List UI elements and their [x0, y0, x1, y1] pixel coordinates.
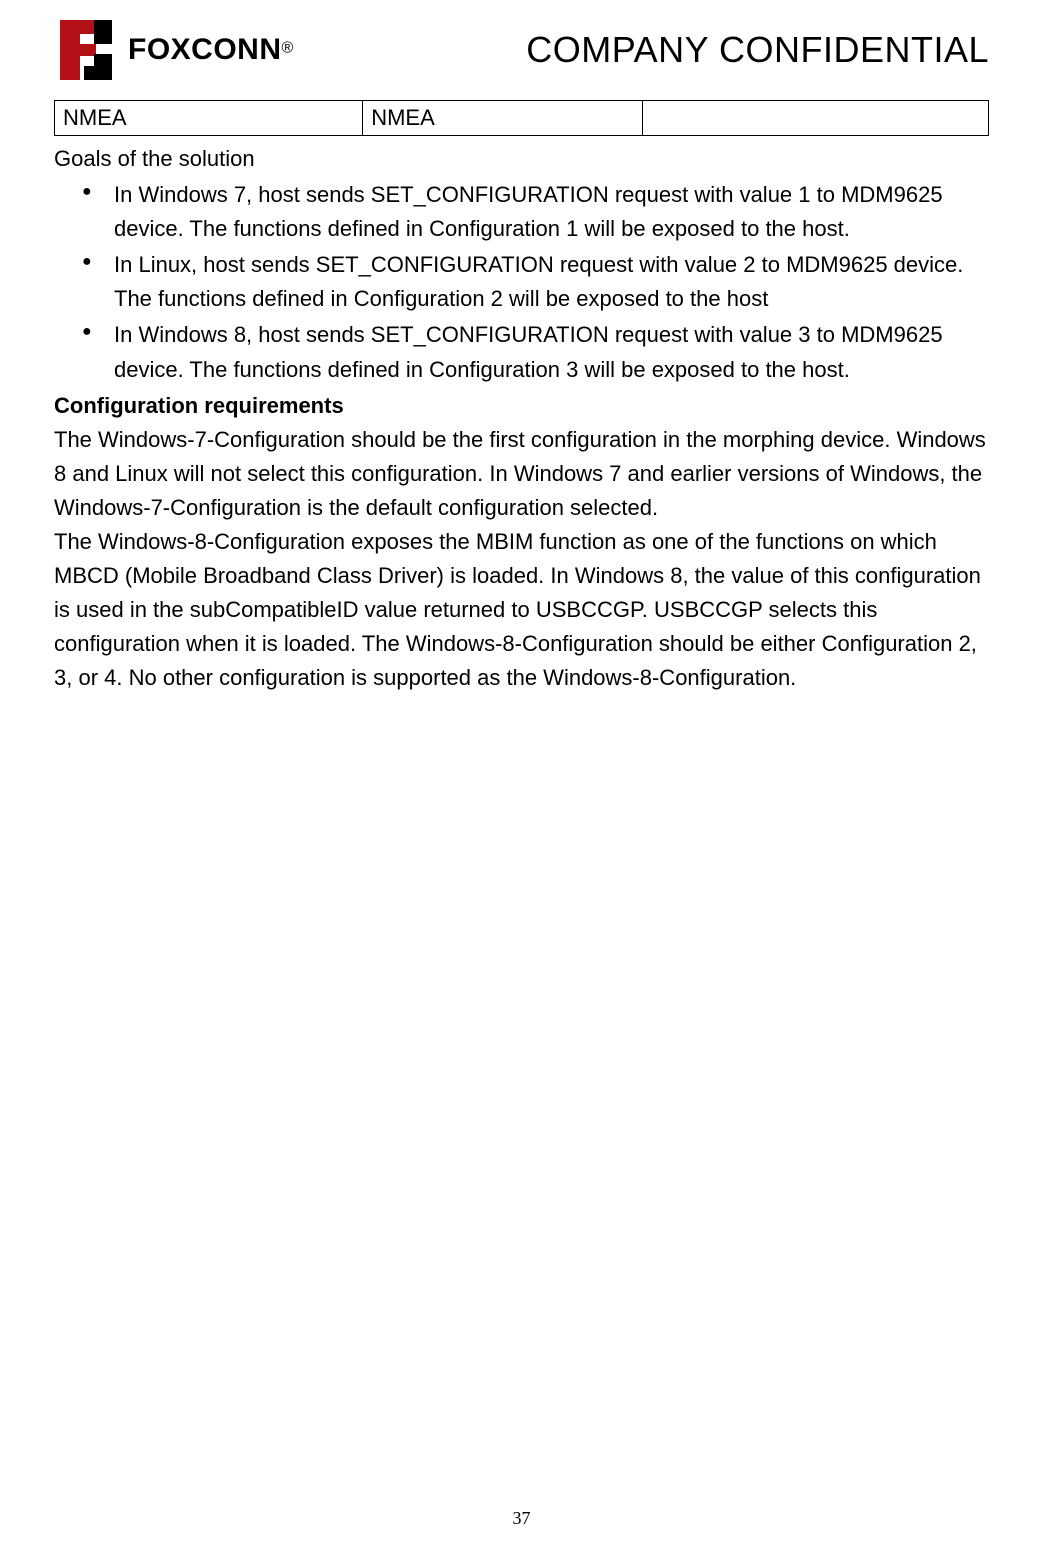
table-cell: NMEA [363, 101, 643, 136]
document-body: Goals of the solution In Windows 7, host… [54, 142, 989, 696]
goals-heading: Goals of the solution [54, 142, 989, 176]
brand-logo: FOXCONN® [54, 18, 293, 82]
config-requirements-heading: Configuration requirements [54, 389, 989, 423]
registered-icon: ® [282, 40, 294, 57]
table-cell: NMEA [55, 101, 363, 136]
confidential-label: COMPANY CONFIDENTIAL [526, 29, 989, 71]
foxconn-logo-icon [54, 18, 118, 82]
paragraph: The Windows-8-Configuration exposes the … [54, 525, 989, 695]
list-item: In Linux, host sends SET_CONFIGURATION r… [82, 248, 989, 316]
document-page: FOXCONN® COMPANY CONFIDENTIAL NMEA NMEA … [0, 0, 1043, 1557]
brand-name: FOXCONN® [128, 33, 293, 67]
table-row: NMEA NMEA [55, 101, 989, 136]
paragraph: The Windows-7-Configuration should be th… [54, 423, 989, 525]
nmea-table: NMEA NMEA [54, 100, 989, 136]
table-cell [643, 101, 989, 136]
bullet-list: In Windows 7, host sends SET_CONFIGURATI… [54, 178, 989, 387]
brand-text: FOXCONN [128, 33, 282, 66]
list-item: In Windows 7, host sends SET_CONFIGURATI… [82, 178, 989, 246]
page-header: FOXCONN® COMPANY CONFIDENTIAL [54, 18, 989, 82]
list-item: In Windows 8, host sends SET_CONFIGURATI… [82, 318, 989, 386]
page-number: 37 [0, 1508, 1043, 1529]
